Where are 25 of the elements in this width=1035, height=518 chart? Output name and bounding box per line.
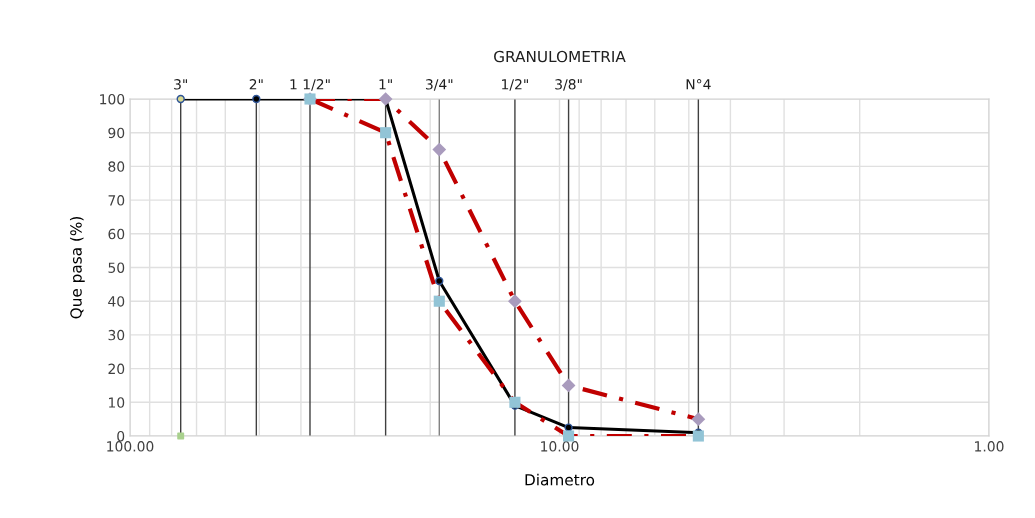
y-tick-label: 20 [108, 363, 125, 375]
x-axis-title: Diametro [525, 473, 595, 486]
y-tick-label: 40 [108, 296, 125, 307]
y-tick-label: 70 [108, 195, 125, 206]
text: 3" [174, 79, 187, 90]
y-tick-label: 60 [108, 228, 125, 240]
text: 1 1/2" [290, 79, 330, 91]
x-tick-label: 1.00 [975, 441, 1004, 452]
y-tick-label: 100 [100, 93, 125, 105]
text: 1/2" [502, 79, 528, 91]
text: 1" [379, 79, 392, 90]
y-tick-label: 10 [108, 397, 125, 408]
text: 3/8" [555, 79, 582, 91]
y-tick-label: 90 [108, 127, 125, 139]
x-tick-label: 100.00 [107, 441, 154, 452]
y-tick-label: 80 [108, 161, 125, 172]
chart-title: GRANULOMETRIA [494, 50, 626, 63]
text: 2" [249, 79, 263, 90]
y-tick-label: 0 [117, 430, 125, 442]
text: N°4 [686, 79, 711, 90]
text: 3/4" [425, 79, 453, 91]
x-tick-label: 10.00 [541, 441, 579, 452]
y-axis-title: Que pasa (%) [69, 216, 85, 319]
y-tick-label: 30 [108, 329, 125, 341]
y-tick-label: 50 [108, 262, 125, 273]
